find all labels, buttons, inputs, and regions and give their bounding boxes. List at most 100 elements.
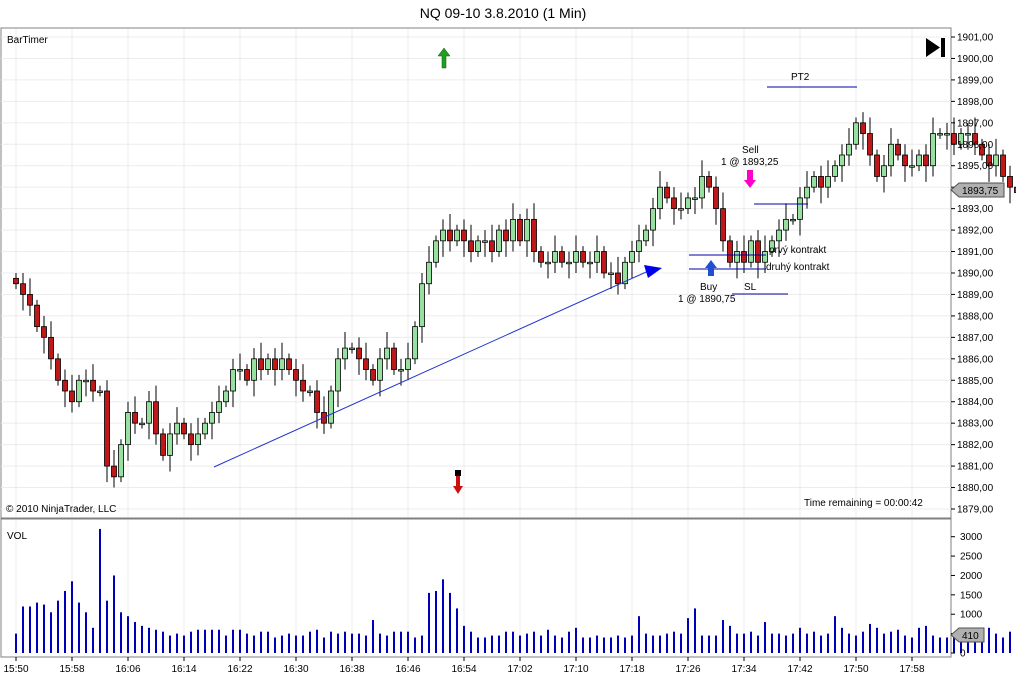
volume-bar — [610, 637, 612, 653]
volume-bar — [995, 633, 997, 653]
time-tick-label: 17:58 — [899, 664, 924, 675]
candle-body — [559, 251, 565, 263]
price-axis: 1901,00 1900,00 1899,00 1898,00 1897,00 1896,… — [951, 33, 994, 516]
time-tick-label: 16:06 — [115, 664, 140, 675]
volume-bar — [883, 633, 885, 653]
volume-bar — [456, 608, 458, 653]
first-contract-label: prvý kontrakt — [769, 245, 826, 256]
volume-bar — [435, 590, 437, 653]
candle-body — [377, 358, 383, 381]
last-volume-badge: 410 — [950, 627, 985, 643]
volume-bar — [764, 621, 766, 653]
volume-bar — [428, 592, 430, 653]
candle-body — [216, 401, 222, 413]
candle-body — [643, 229, 649, 242]
last-price-label: 1893,75 — [962, 186, 999, 197]
volume-bar — [575, 627, 577, 653]
volume-bar — [246, 633, 248, 653]
candle-body — [937, 133, 943, 136]
candle-body — [258, 358, 264, 370]
volume-bar — [92, 627, 94, 653]
candle-body — [601, 251, 607, 274]
volume-bar — [799, 627, 801, 653]
candle-body — [503, 229, 509, 242]
volume-bar — [890, 631, 892, 653]
volume-bar — [547, 629, 549, 653]
price-tick-label: 1881,00 — [957, 462, 994, 473]
time-tick-label: 17:02 — [507, 664, 532, 675]
candles — [13, 112, 1016, 488]
green-up-arrow-icon — [437, 47, 451, 69]
candle-body — [776, 229, 782, 242]
candle-body — [881, 165, 887, 177]
volume-bar — [582, 637, 584, 653]
time-tick-label: 16:54 — [451, 664, 476, 675]
candle-body — [734, 251, 740, 263]
candle-body — [272, 358, 278, 370]
candle-body — [657, 186, 663, 210]
volume-bar — [197, 629, 199, 653]
candle-body — [839, 154, 845, 167]
candle-body — [573, 251, 579, 263]
volume-bar — [15, 633, 17, 653]
candle-body — [76, 379, 82, 403]
candle-body — [125, 412, 131, 446]
candle-body — [867, 133, 873, 156]
volume-bar — [85, 612, 87, 653]
candle-body — [909, 165, 915, 168]
candle-body — [90, 379, 96, 392]
volume-bar — [687, 618, 689, 653]
grid-lines — [1, 29, 951, 656]
volume-bar — [43, 604, 45, 653]
candle-body — [307, 390, 313, 393]
time-tick-label: 17:26 — [675, 664, 700, 675]
volume-bar — [204, 629, 206, 653]
candle-body — [594, 251, 600, 263]
volume-bar — [225, 635, 227, 653]
candle-body — [496, 229, 502, 252]
volume-bar — [904, 635, 906, 653]
candle-body — [510, 218, 516, 242]
volume-bar — [939, 637, 941, 653]
candle-body — [489, 240, 495, 252]
candle-body — [944, 133, 950, 136]
candle-body — [622, 261, 628, 285]
volume-bar — [71, 581, 73, 653]
volume-bar — [505, 631, 507, 653]
candle-body — [566, 261, 572, 265]
volume-bar — [631, 635, 633, 653]
volume-bar — [393, 631, 395, 653]
volume-bar — [211, 629, 213, 653]
price-tick-label: 1884,00 — [957, 397, 994, 408]
volume-bar — [911, 637, 913, 653]
candle-body — [48, 336, 54, 360]
candle-body — [132, 412, 138, 424]
candle-body — [447, 229, 453, 242]
volume-bar — [771, 633, 773, 653]
volume-bar — [925, 625, 927, 653]
volume-bar — [400, 631, 402, 653]
candle-body — [314, 390, 320, 413]
volume-bar — [407, 631, 409, 653]
volume-bar — [169, 635, 171, 653]
candle-body — [62, 379, 68, 392]
candle-body — [797, 197, 803, 220]
sell-detail: 1 @ 1893,25 — [721, 157, 779, 168]
volume-bar — [561, 637, 563, 653]
candle-body — [986, 154, 992, 167]
chart-title: NQ 09-10 3.8.2010 (1 Min) — [420, 5, 587, 21]
red-down-arrow-icon — [453, 476, 463, 494]
volume-bar — [666, 633, 668, 653]
candle-body — [349, 347, 355, 350]
volume-bar — [680, 633, 682, 653]
volume-bars — [15, 528, 1011, 653]
candle-body — [923, 154, 929, 167]
candle-body — [265, 358, 271, 370]
candle-body — [391, 347, 397, 370]
volume-bar — [1002, 637, 1004, 653]
candle-body — [384, 347, 390, 360]
candle-body — [524, 218, 530, 242]
volume-bar — [533, 631, 535, 653]
skip-to-end-icon[interactable] — [926, 38, 945, 57]
candle-body — [188, 433, 194, 446]
